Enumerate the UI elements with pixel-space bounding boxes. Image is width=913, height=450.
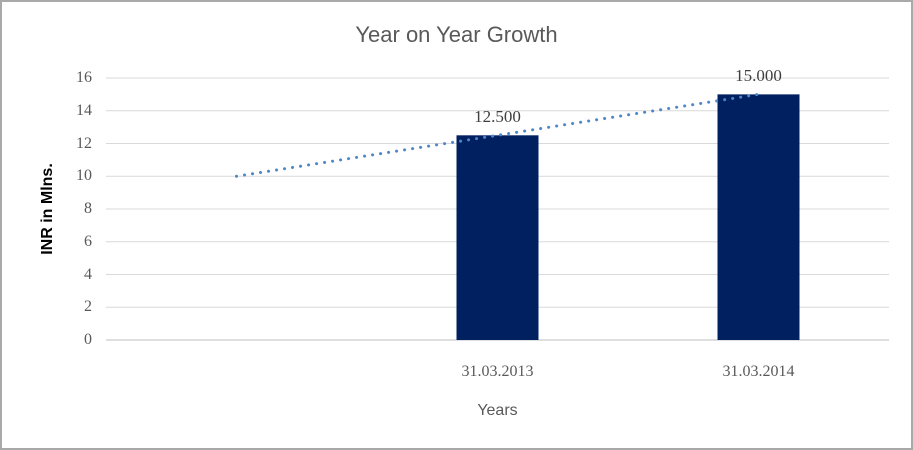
y-tick-label: 4 — [84, 265, 92, 283]
bar-data-label: 15.000 — [735, 66, 782, 86]
bar — [717, 94, 800, 340]
y-tick-label: 6 — [84, 232, 92, 250]
y-tick-label: 2 — [84, 298, 92, 316]
bar-data-label: 12.500 — [474, 107, 521, 127]
y-tick-label: 16 — [76, 69, 92, 86]
y-tick-label: 14 — [76, 101, 92, 119]
y-tick-label: 10 — [76, 167, 92, 185]
y-tick-label: 0 — [84, 331, 92, 348]
y-tick-label: 12 — [76, 134, 92, 152]
x-tick-label: 31.03.2013 — [461, 363, 534, 380]
trendline — [235, 92, 760, 178]
x-tick-label: 31.03.2014 — [722, 363, 795, 380]
bar — [456, 135, 539, 340]
chart-title: Year on Year Growth — [355, 22, 558, 47]
y-tick-label: 8 — [84, 200, 92, 217]
x-axis-title: Years — [477, 402, 518, 419]
